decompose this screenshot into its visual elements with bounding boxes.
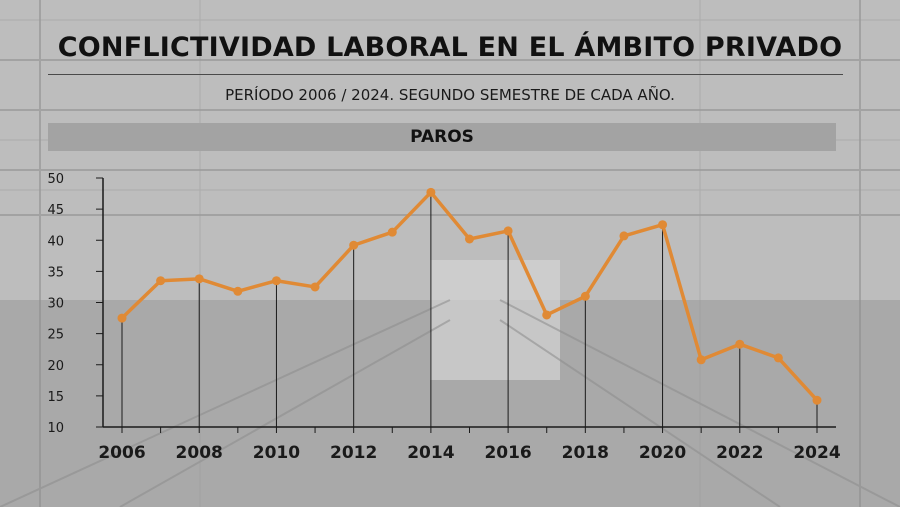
- data-point: [619, 231, 629, 241]
- data-point: [812, 395, 822, 405]
- x-tick-label: 2014: [407, 443, 454, 463]
- data-point: [194, 274, 204, 284]
- data-point: [387, 227, 397, 237]
- data-point: [503, 226, 513, 236]
- chart-subtitle: PERÍODO 2006 / 2024. SEGUNDO SEMESTRE DE…: [225, 86, 675, 104]
- data-point: [233, 286, 243, 296]
- data-point: [696, 355, 706, 365]
- data-point: [580, 291, 590, 301]
- series-line: [120, 190, 819, 402]
- data-point: [426, 187, 436, 197]
- x-tick-label: 2016: [484, 443, 531, 463]
- y-tick-label: 10: [47, 421, 64, 436]
- data-point: [117, 313, 127, 323]
- x-tick-label: 2018: [562, 443, 609, 463]
- data-point: [773, 353, 783, 363]
- y-tick-label: 20: [47, 359, 64, 374]
- chart-title: CONFLICTIVIDAD LABORAL EN EL ÁMBITO PRIV…: [57, 32, 843, 63]
- title-underline: [48, 74, 843, 75]
- x-tick-label: 2022: [716, 443, 763, 463]
- y-tick-label: 30: [47, 297, 64, 312]
- data-point: [465, 234, 474, 244]
- x-tick-label: 2010: [253, 443, 300, 463]
- data-point: [658, 220, 668, 230]
- x-tick-label: 2006: [98, 443, 145, 463]
- y-tick-label: 25: [47, 328, 64, 343]
- data-point: [542, 310, 552, 320]
- data-point: [310, 282, 320, 292]
- x-tick-label: 2024: [793, 443, 840, 463]
- data-point: [735, 339, 745, 349]
- data-point: [271, 276, 281, 286]
- y-tick-label: 35: [47, 265, 64, 280]
- x-tick-label: 2012: [330, 443, 377, 463]
- y-tick-label: 50: [47, 172, 64, 187]
- series-banner: PAROS: [48, 123, 836, 151]
- y-tick-label: 45: [47, 203, 64, 218]
- y-tick-label: 40: [47, 234, 64, 249]
- y-tick-label: 15: [47, 390, 64, 405]
- x-tick-label: 2008: [176, 443, 223, 463]
- data-point: [156, 276, 166, 286]
- data-point: [349, 240, 359, 250]
- x-tick-label: 2020: [639, 443, 686, 463]
